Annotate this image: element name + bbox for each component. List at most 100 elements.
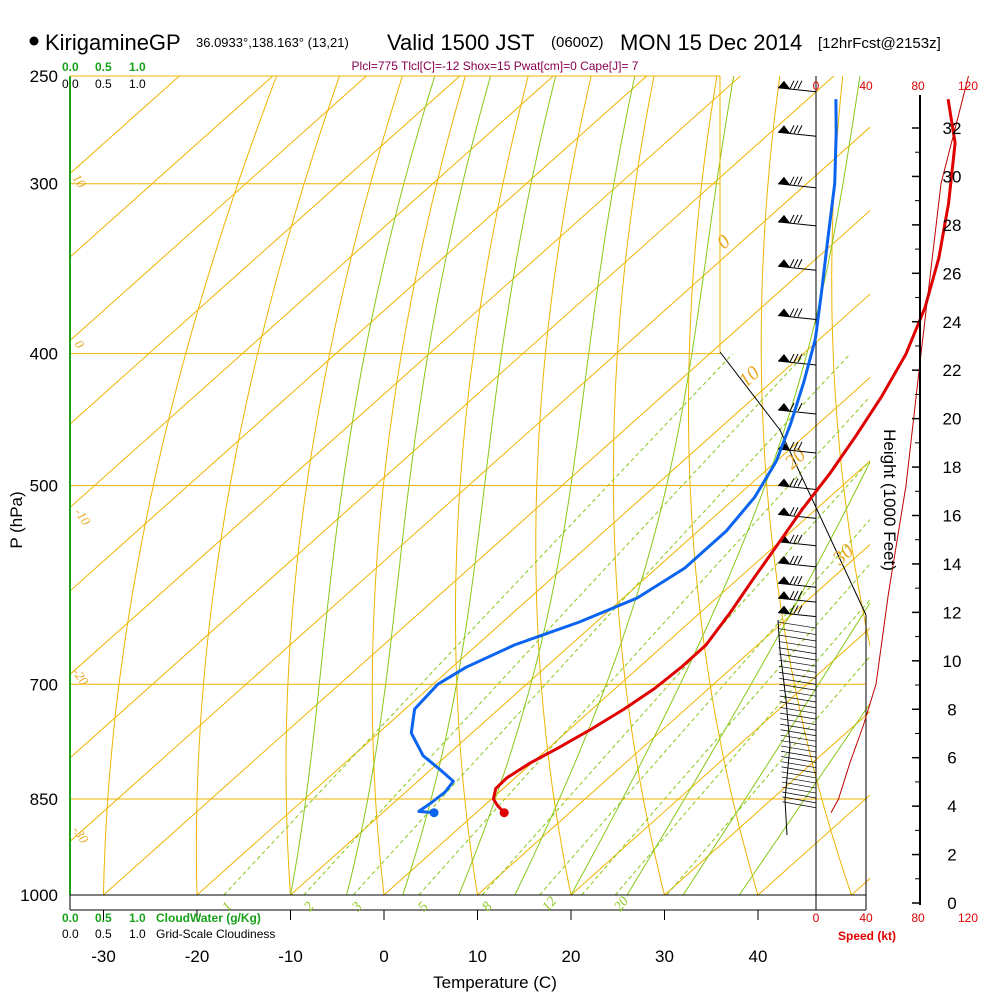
height-tick-label: 0 [947, 894, 956, 913]
height-tick-label: 32 [943, 119, 962, 138]
pressure-tick-label: 500 [30, 477, 58, 496]
station-marker-icon [29, 36, 39, 46]
isotherm-label: 10 [735, 362, 765, 392]
cloud-scale-black-1: 0.5 [95, 77, 112, 91]
dry-adiabat-line [535, 76, 592, 895]
pressure-tick-label: 250 [30, 67, 58, 86]
cloud-scale-bottom-black-0: 0.0 [62, 927, 79, 941]
temperature-tick-label: 20 [562, 947, 581, 966]
valid-time: Valid 1500 JST [387, 30, 535, 55]
temperature-surface-point [499, 808, 509, 818]
speed-axis-label: Speed (kt) [838, 929, 896, 943]
cloud-scale-black-2: 1.0 [129, 77, 146, 91]
pressure-axis-label: P (hPa) [7, 491, 26, 548]
dewpoint-line [409, 99, 838, 815]
height-tick-label: 28 [943, 216, 962, 235]
height-axis-label: Height (1000 Feet) [880, 429, 899, 571]
cloud-scale-green-2: 1.0 [129, 60, 146, 74]
dry-adiabat-line [831, 76, 870, 648]
height-tick-label: 2 [947, 846, 956, 865]
forecast-run: [12hrFcst@2153z] [818, 35, 941, 52]
speed-tick-bottom: 80 [911, 911, 925, 925]
temperature-tick-label: -10 [278, 947, 303, 966]
wind-barb-icon [777, 478, 817, 490]
isobar-lines [70, 75, 866, 896]
temperature-axis: -30 -20 -10 0 10 20 30 40 [91, 910, 767, 966]
wind-barb-icon [777, 555, 817, 568]
sounding-series [409, 75, 969, 818]
cloud-scale-bottom: 0.0 0.5 1.0 CloudWater (g/Kg) 0.0 0.5 1.… [62, 911, 275, 941]
dry-adiabat-label: -30 [70, 823, 93, 846]
mixing-ratio-line [223, 353, 734, 895]
dewpoint-surface-point [429, 808, 439, 818]
wind-barbs [777, 80, 817, 618]
temperature-tick-label: 10 [468, 947, 487, 966]
cloudiness-label: Grid-Scale Cloudiness [156, 927, 275, 941]
mixing-ratio-line [352, 353, 851, 895]
height-tick-label: 10 [943, 652, 962, 671]
moist-adiabat-line [626, 460, 870, 895]
isotherm-line [70, 76, 461, 425]
height-tick-label: 14 [943, 555, 962, 574]
height-tick-label: 16 [943, 507, 962, 526]
dry-adiabat-line [455, 76, 529, 895]
moist-adiabat-line [570, 76, 861, 895]
station-name: KirigamineGP [45, 30, 181, 55]
wind-barb-icon [777, 176, 817, 189]
sounding-params: Plcl=775 Tlcl[C]=-12 Shox=15 Pwat[cm]=0 … [352, 59, 639, 73]
isotherm-line [851, 877, 870, 895]
dry-adiabat-line [967, 76, 1000, 895]
chart-header: KirigamineGP 36.0933°,138.163° (13,21) V… [29, 30, 941, 55]
height-tick-label: 26 [943, 264, 962, 283]
height-tick-label: 6 [947, 749, 956, 768]
dry-adiabat-label: 10 [70, 171, 90, 191]
height-tick-label: 18 [943, 458, 962, 477]
isotherm-line [70, 76, 367, 342]
temperature-line [491, 98, 957, 814]
cloud-scale-bottom-black-2: 1.0 [129, 927, 146, 941]
pressure-tick-label: 400 [30, 345, 58, 364]
cloudwater-label: CloudWater (g/Kg) [156, 911, 261, 925]
dry-adiabat-line [103, 76, 278, 895]
mixing-ratio-label: 3 [349, 900, 366, 916]
moist-adiabat-line [682, 601, 870, 895]
wind-barb-icon [777, 80, 817, 93]
valid-date: MON 15 Dec 2014 [620, 30, 802, 55]
isotherm-line [70, 76, 274, 258]
mixing-ratio-line [418, 395, 870, 895]
temperature-tick-label: -20 [185, 947, 210, 966]
height-tick-label: 12 [943, 603, 962, 622]
height-tick-label: 24 [943, 313, 962, 332]
wind-barb-icon [777, 214, 817, 227]
moist-adiabat-line [290, 76, 436, 895]
isotherm-line [477, 543, 870, 895]
height-tick-label: 20 [943, 410, 962, 429]
wind-barb-icon [777, 125, 817, 137]
utc-time: (0600Z) [551, 34, 604, 51]
speed-tick-bottom: 120 [958, 911, 978, 925]
temperature-tick-label: 30 [655, 947, 674, 966]
dry-adiabat-label: -20 [70, 665, 93, 688]
cloud-scale-bottom-black-1: 0.5 [95, 927, 112, 941]
dry-adiabat-label: 0 [72, 337, 88, 351]
height-tick-label: 4 [947, 797, 956, 816]
wind-profile-hatch [777, 619, 817, 836]
cloud-scale-green-1: 0.5 [95, 60, 112, 74]
pressure-tick-label: 300 [30, 175, 58, 194]
pressure-tick-label: 1000 [20, 886, 58, 905]
speed-tick-top: 40 [859, 79, 873, 93]
mixing-ratio-label: 12 [540, 894, 560, 914]
mixing-ratio-label: 5 [416, 900, 432, 915]
dry-adiabat-label: -10 [72, 505, 95, 528]
mixing-ratio-label: 8 [480, 900, 496, 915]
station-coords: 36.0933°,138.163° (13,21) [196, 35, 349, 50]
mixing-ratio-line [614, 599, 870, 895]
wind-barb-icon [777, 605, 817, 618]
speed-tick-bottom: 0 [813, 911, 820, 925]
cloud-scale-green-0: 0.0 [62, 60, 79, 74]
mixing-ratio-label: 2 [302, 900, 318, 915]
dry-adiabat-line [195, 76, 340, 895]
moist-adiabat-line [738, 702, 870, 895]
